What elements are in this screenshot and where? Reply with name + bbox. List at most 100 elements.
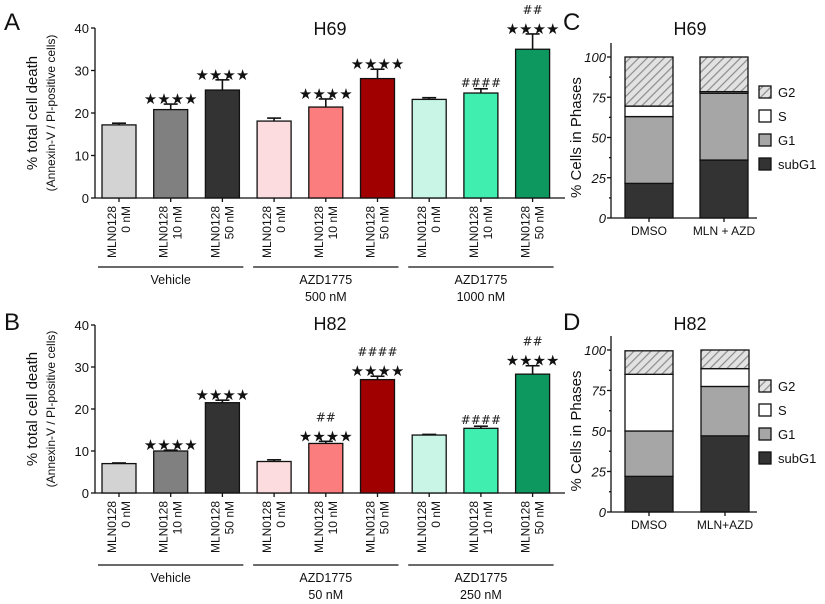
group-label: Vehicle [151,571,191,585]
group-label: Vehicle [151,273,191,287]
x-tick-sublabel: 50 nM [222,206,236,239]
bar [308,106,344,199]
significance-stars: ★★★★ [506,352,560,370]
bar [463,427,499,494]
panel-title: H69 [673,19,706,39]
legend-swatch [758,379,772,393]
x-tick-label: MLN0128 [208,501,222,553]
x-tick-label: MLN0128 [364,206,378,258]
group-label: 500 nM [305,290,347,304]
bar [153,450,189,494]
y-tick-label: 20 [75,402,89,417]
significance-stars: ★★★★ [299,427,353,445]
y-axis-label: % total cell death [24,352,41,466]
x-tick-sublabel: 10 nM [171,206,185,239]
y-tick-label: 0 [82,486,89,501]
y-axis-label: % total cell death [24,56,41,170]
group-label: AZD1775 [299,273,352,287]
legend-swatch [758,85,772,99]
legend-label: S [778,109,787,124]
x-tick-sublabel: 50 nM [533,206,547,239]
stacked-segment-g1 [624,430,674,478]
bar [256,120,292,199]
legend-label: subG1 [778,451,816,466]
y-tick-label: 0 [599,211,607,226]
stacked-segment-g2 [624,350,674,375]
x-tick-label: MLN0128 [519,501,533,553]
x-tick-sublabel: 0 nM [429,206,443,233]
bar [411,434,447,494]
legend-swatch [758,109,772,123]
stacked-segment-subg1 [699,159,749,219]
x-tick-sublabel: 10 nM [481,206,495,239]
panel-a: A H69 % total cell death (Annexin-V / PI-po… [4,3,565,304]
legend-swatch [758,427,772,441]
legend-swatch [758,133,772,147]
significance-stars: ★★★★ [351,55,405,73]
x-tick-label: MLN0128 [467,206,481,258]
panel-letter: A [4,9,20,36]
x-tick-label: MLN0128 [105,206,119,258]
x-tick-label: MLN0128 [260,206,274,258]
legend-label: G1 [778,427,795,442]
stacked-segment-subg1 [624,182,674,219]
significance-stars: ★★★★ [299,85,353,103]
bar [101,124,137,199]
stacked-segment-s [700,367,750,388]
bar [463,92,499,199]
y-axis-sublabel: (Annexin-V / PI-positive cells) [44,35,58,192]
x-tick-sublabel: 10 nM [326,206,340,239]
significance-hash: ## [523,335,543,349]
group-label: 250 nM [460,588,502,602]
significance-stars: ★★★★ [351,362,405,380]
bar [411,98,447,199]
x-tick-sublabel: 50 nM [222,501,236,534]
significance-stars: ★★★★ [196,66,250,84]
significance-hash: #### [461,413,501,427]
panel-title: H82 [313,314,346,334]
bar [514,48,551,199]
x-tick-label: MLN0128 [208,206,222,258]
x-tick-label: MLN+AZD [697,518,754,532]
group-label: AZD1775 [454,273,507,287]
stacked-segment-s [624,105,674,118]
significance-stars: ★★★★ [506,20,560,38]
group-label: 50 nM [308,588,343,602]
x-tick-label: DMSO [631,224,667,238]
y-tick-label: 0 [599,505,607,520]
significance-hash: #### [357,345,397,359]
stacked-segment-g1 [700,385,750,437]
y-tick-label: 50 [592,424,607,439]
x-tick-label: MLN0128 [415,206,429,258]
stacked-segment-g2 [699,56,749,93]
stacked-segment-g2 [700,349,750,370]
x-tick-label: DMSO [631,518,667,532]
significance-stars: ★★★★ [196,386,250,404]
x-tick-label: MLN + AZD [693,224,756,238]
panel-c: C H69 % Cells in Phases 0 25 50 75 100 DMSO MLN +… [563,9,816,238]
bar [204,89,241,199]
x-tick-label: MLN0128 [415,501,429,553]
x-tick-sublabel: 0 nM [119,501,133,528]
panel-letter: C [563,9,580,36]
bar [204,402,241,494]
x-tick-sublabel: 50 nM [533,501,547,534]
y-tick-label: 75 [592,384,607,399]
x-tick-label: MLN0128 [105,501,119,553]
stacked-segment-g1 [699,92,749,161]
y-tick-label: 75 [592,90,607,105]
x-tick-label: MLN0128 [157,206,171,258]
y-tick-label: 10 [75,149,89,164]
stacked-segment-g1 [624,115,674,185]
significance-hash: ## [316,410,336,424]
x-tick-sublabel: 0 nM [274,206,288,233]
y-tick-label: 30 [75,64,89,79]
x-tick-sublabel: 10 nM [171,501,185,534]
y-tick-label: 20 [75,106,89,121]
significance-stars: ★★★★ [144,436,198,454]
panel-b: B H82 % total cell death (Annexin-V / PI-po… [4,309,565,602]
y-tick-label: 30 [75,360,89,375]
x-tick-sublabel: 0 nM [429,501,443,528]
y-tick-label: 40 [75,318,89,333]
